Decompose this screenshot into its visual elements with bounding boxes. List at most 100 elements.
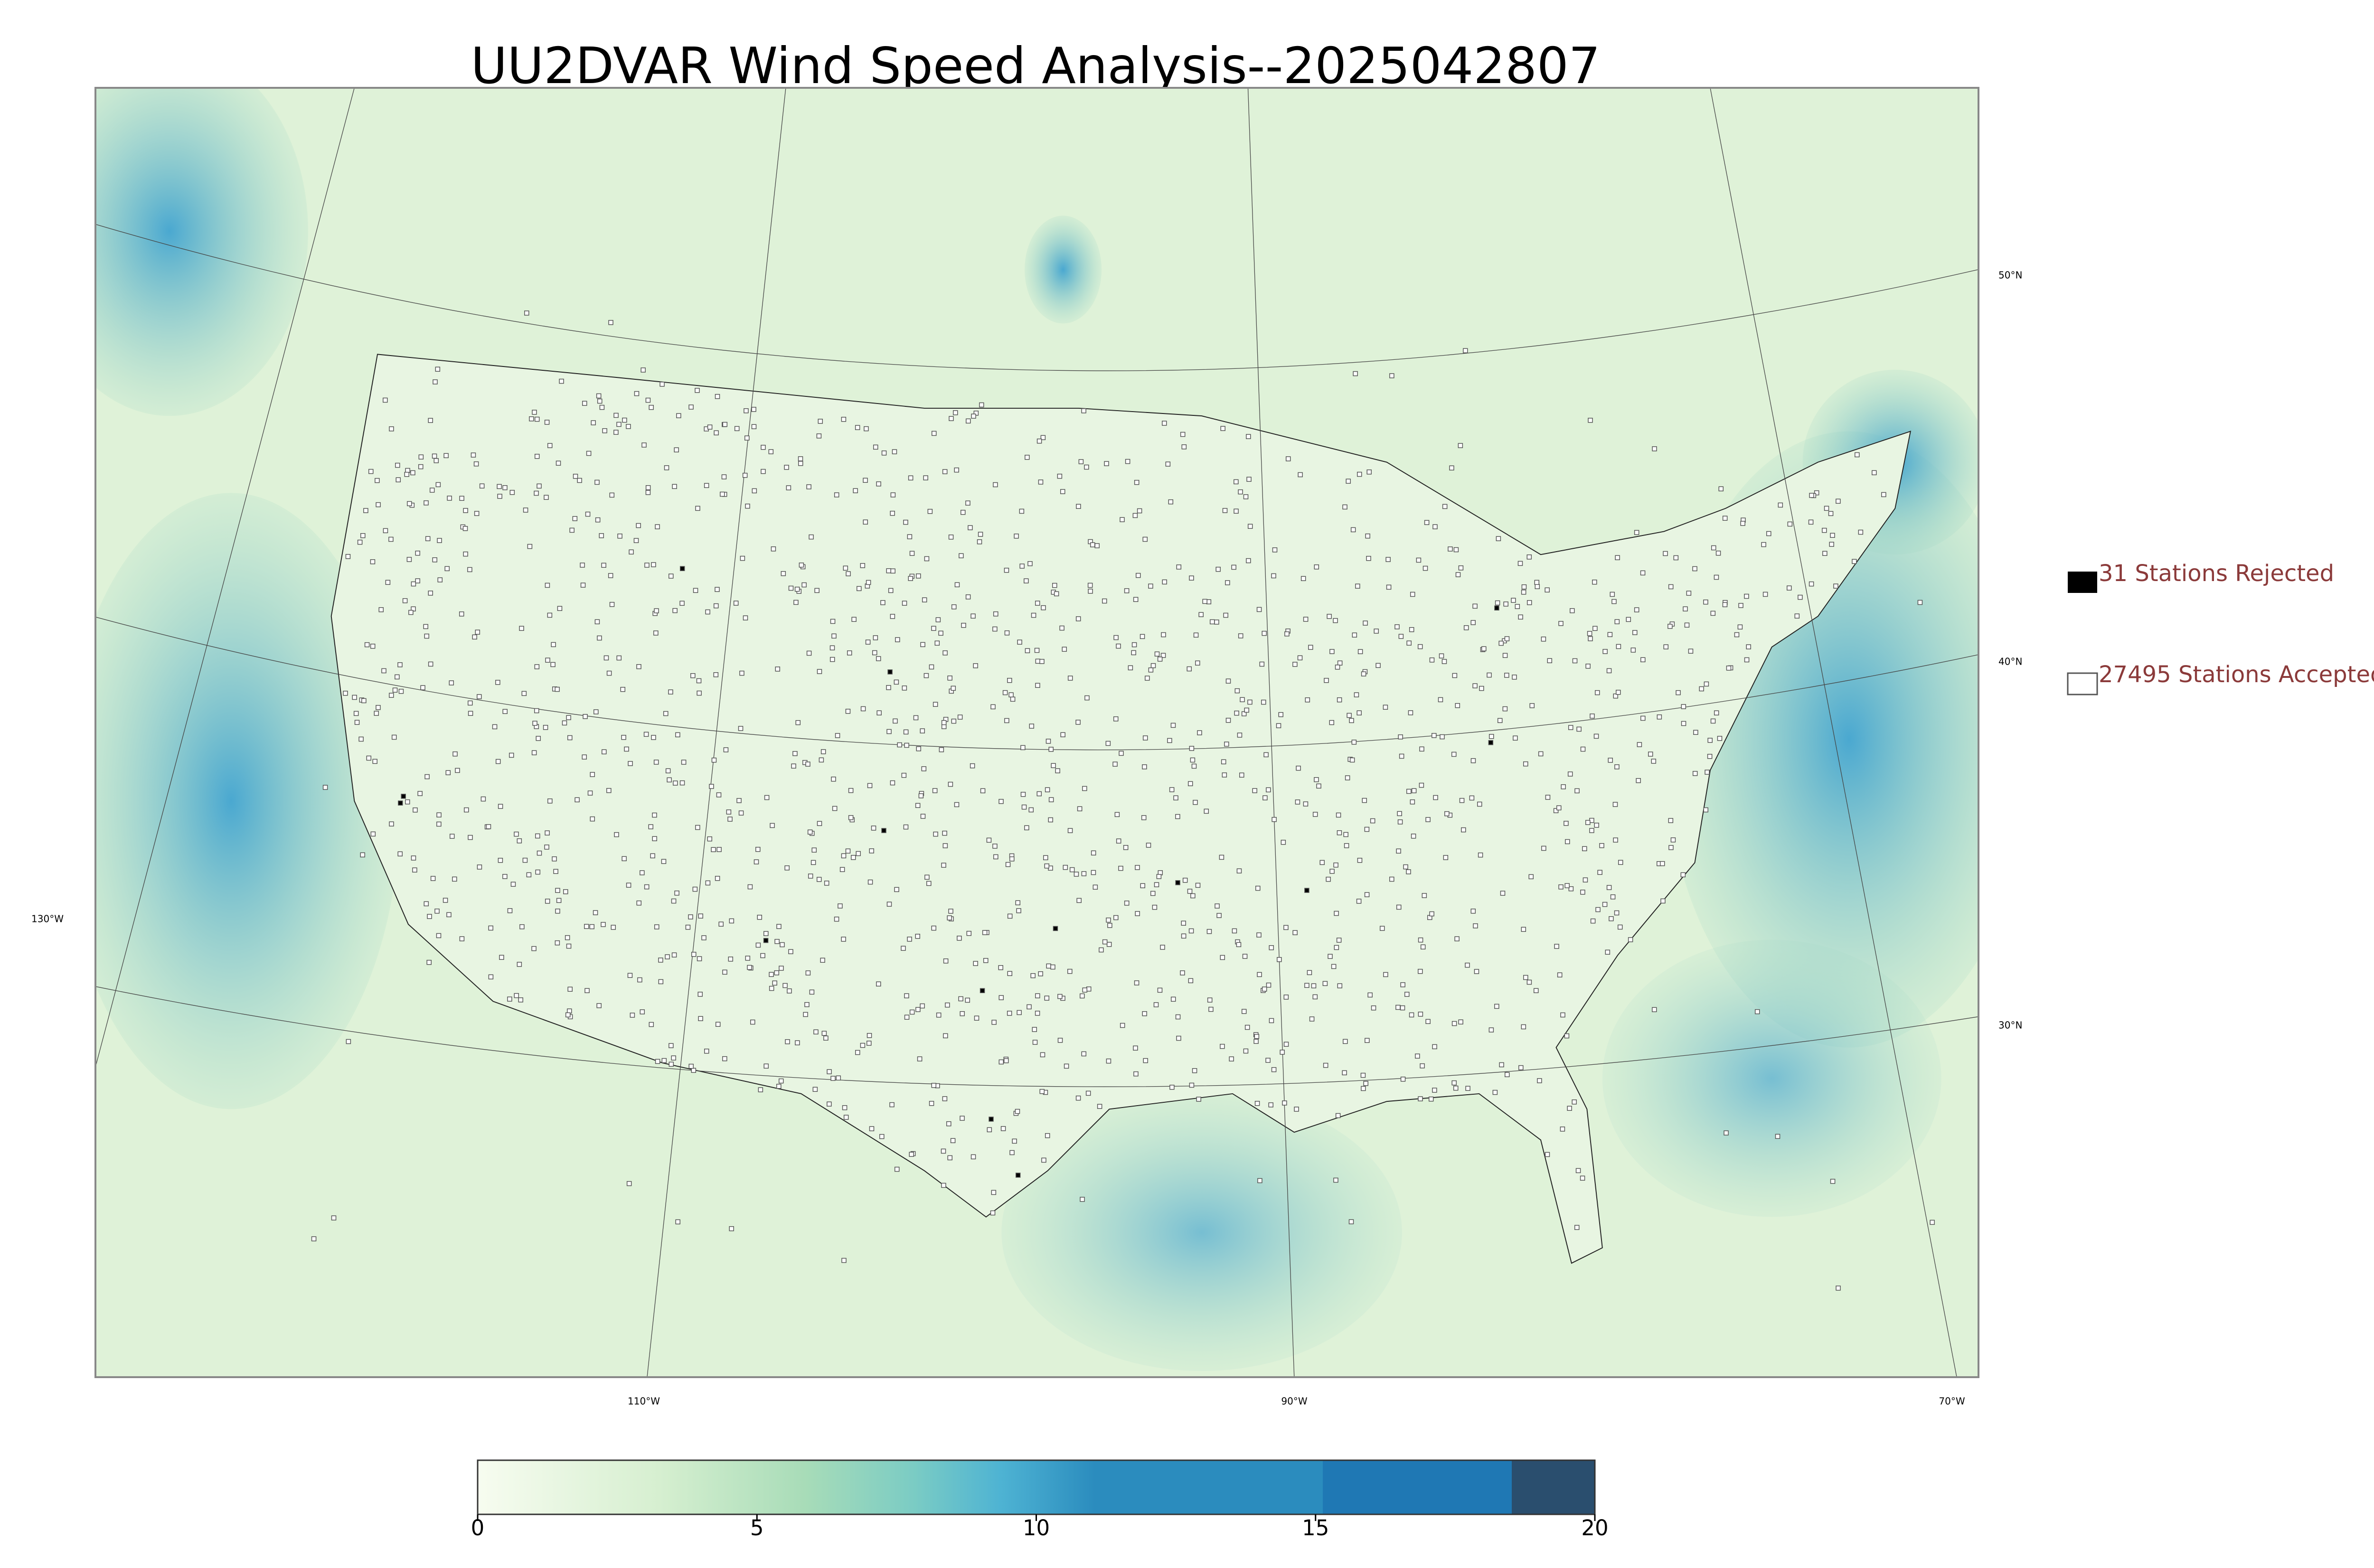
station-marker: [653, 760, 659, 765]
station-marker: [942, 1096, 948, 1101]
station-marker: [1692, 566, 1697, 572]
station-marker: [1097, 1104, 1102, 1109]
station-marker: [1349, 757, 1355, 763]
station-marker: [894, 679, 899, 685]
station-marker: [1262, 795, 1268, 800]
station-marker: [698, 913, 703, 919]
station-marker: [534, 416, 540, 422]
station-marker: [823, 1035, 829, 1041]
station-marker: [993, 482, 998, 488]
station-marker: [644, 884, 650, 890]
station-marker: [1659, 861, 1665, 866]
station-marker: [499, 955, 504, 960]
station-marker: [584, 924, 589, 929]
map: [95, 88, 1978, 1377]
station-marker: [1162, 421, 1167, 426]
station-marker: [1016, 908, 1021, 913]
station-marker: [1009, 1150, 1015, 1155]
station-marker: [547, 798, 553, 804]
station-marker: [999, 798, 1004, 804]
station-marker: [1335, 1113, 1341, 1118]
station-marker: [886, 685, 891, 690]
station-marker: [894, 887, 899, 892]
station-marker: [1399, 753, 1404, 759]
station-marker: [486, 824, 491, 829]
station-marker: [1187, 666, 1192, 672]
station-marker: [1295, 799, 1300, 805]
station-marker: [641, 442, 647, 448]
station-marker: [747, 884, 753, 890]
station-marker: [433, 379, 438, 385]
station-marker: [401, 794, 406, 799]
station-marker: [1676, 690, 1681, 695]
station-marker: [941, 724, 947, 729]
station-marker: [368, 469, 374, 474]
station-marker: [991, 1190, 997, 1195]
station-marker: [679, 601, 685, 606]
station-marker: [1246, 477, 1252, 482]
station-marker: [886, 729, 892, 734]
station-marker: [531, 946, 537, 951]
station-marker: [1592, 626, 1598, 631]
colorbar-step: [1512, 1460, 1595, 1514]
station-marker: [1079, 993, 1085, 999]
station-marker: [519, 626, 524, 631]
station-marker: [613, 413, 619, 418]
station-marker: [1545, 587, 1550, 593]
station-marker: [1533, 988, 1539, 994]
station-marker: [1157, 657, 1163, 662]
station-marker: [1007, 971, 1013, 976]
station-marker: [1087, 582, 1093, 588]
station-marker: [989, 1117, 994, 1122]
station-marker: [948, 909, 953, 914]
station-marker: [1346, 479, 1351, 484]
station-marker: [942, 650, 948, 656]
station-marker: [693, 588, 698, 593]
station-marker: [1220, 1043, 1225, 1049]
station-marker: [1614, 619, 1620, 624]
station-marker: [1150, 891, 1156, 896]
station-marker: [1775, 1134, 1780, 1139]
station-marker: [918, 793, 924, 798]
station-marker: [1004, 718, 1009, 723]
station-marker: [707, 836, 713, 842]
station-marker: [1135, 911, 1140, 916]
station-marker: [430, 876, 436, 881]
station-marker: [786, 485, 791, 490]
station-marker: [1526, 600, 1532, 605]
station-marker: [1105, 741, 1111, 746]
station-marker: [938, 630, 943, 636]
station-marker: [897, 742, 902, 748]
station-marker: [1324, 678, 1329, 683]
station-marker: [1262, 630, 1267, 636]
station-marker: [895, 637, 900, 642]
station-marker: [1423, 565, 1428, 571]
station-marker: [1170, 723, 1176, 728]
station-marker: [675, 732, 680, 738]
station-marker: [370, 559, 376, 564]
station-marker: [1442, 504, 1448, 509]
station-marker: [659, 381, 665, 387]
station-marker: [1312, 994, 1318, 1000]
station-marker: [364, 642, 370, 648]
station-marker: [1613, 693, 1619, 699]
station-marker: [1415, 1053, 1420, 1059]
station-marker: [1168, 499, 1174, 505]
station-marker: [663, 711, 669, 716]
station-marker: [1570, 608, 1575, 613]
station-marker: [555, 940, 560, 946]
station-marker: [774, 970, 780, 976]
station-marker: [876, 981, 881, 987]
station-marker: [892, 449, 897, 454]
station-marker: [1241, 711, 1247, 716]
station-marker: [924, 556, 930, 562]
station-marker: [374, 711, 379, 716]
station-marker: [509, 752, 514, 758]
station-marker: [761, 469, 766, 474]
station-marker: [881, 450, 887, 456]
station-marker: [497, 484, 502, 489]
station-marker: [575, 797, 580, 803]
station-marker: [1397, 819, 1403, 825]
station-marker: [1852, 559, 1857, 564]
